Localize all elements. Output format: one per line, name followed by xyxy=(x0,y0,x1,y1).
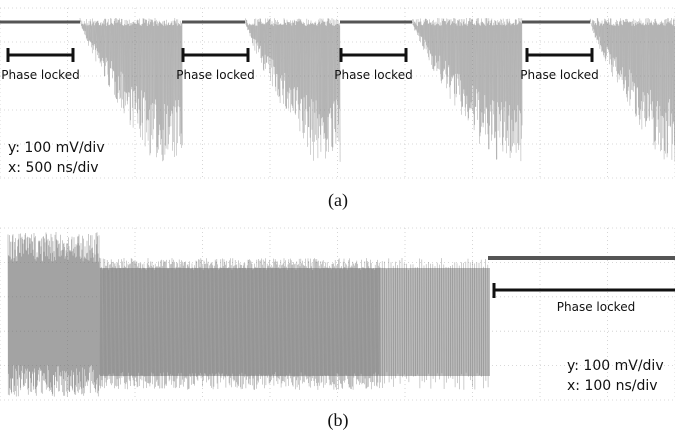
waveform-noise xyxy=(7,231,101,397)
locked-bar xyxy=(492,283,675,298)
locked-bar xyxy=(339,48,408,62)
panel-b: Phase locked y: 100 mV/div x: 100 ns/div xyxy=(0,227,675,401)
waveform-burst xyxy=(244,17,341,162)
caption: (b) xyxy=(328,410,349,431)
scale-x: x: 500 ns/div xyxy=(8,160,99,176)
caption: (a) xyxy=(328,190,348,211)
waveform-burst xyxy=(99,257,489,390)
locked-label: Phase locked xyxy=(557,300,635,314)
locked-bar xyxy=(6,48,75,62)
panel-a: Phase locked Phase locked Phase locked Phas… xyxy=(0,7,675,179)
waveform-burst xyxy=(411,17,523,162)
locked-bar xyxy=(181,48,250,62)
waveform-burst xyxy=(79,17,183,162)
locked-label: Phase locked xyxy=(520,68,598,82)
waveform-burst xyxy=(589,17,675,162)
locked-label: Phase locked xyxy=(1,68,79,82)
locked-label: Phase locked xyxy=(176,68,254,82)
scale-x: x: 100 ns/div xyxy=(567,378,658,394)
scale-y: y: 100 mV/div xyxy=(567,358,664,374)
locked-bar xyxy=(525,48,594,62)
scale-y: y: 100 mV/div xyxy=(8,140,105,156)
locked-label: Phase locked xyxy=(334,68,412,82)
